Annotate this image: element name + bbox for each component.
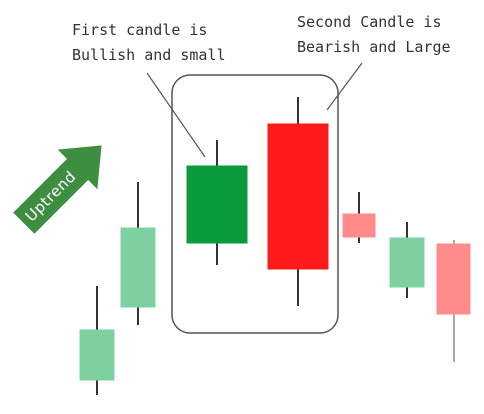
candle-c5 <box>342 192 376 243</box>
second-candle-annotation-line1: Second Candle is <box>297 13 442 31</box>
first-candle-annotation-line2: Bullish and small <box>72 46 226 64</box>
pattern-highlight-box <box>171 74 339 334</box>
second-candle-annotation: Second Candle is Bearish and Large <box>297 10 451 60</box>
second-candle-pointer <box>326 62 363 111</box>
candle-c7 <box>436 240 471 362</box>
candle-c4 <box>267 97 329 306</box>
candle-c7-body <box>436 243 471 315</box>
candle-c6 <box>389 222 425 298</box>
first-candle-pointer <box>146 72 206 158</box>
candle-c2 <box>120 182 156 325</box>
second-candle-annotation-line2: Bearish and Large <box>297 38 451 56</box>
first-candle-annotation: First candle is Bullish and small <box>72 18 226 68</box>
uptrend-arrow-shape <box>13 145 102 234</box>
uptrend-arrow: Uptrend <box>13 145 102 234</box>
first-candle-annotation-line1: First candle is <box>72 21 208 39</box>
candle-c5-body <box>342 213 376 238</box>
candle-c4-body <box>267 123 329 270</box>
candle-c1 <box>79 286 115 395</box>
candle-c6-body <box>389 237 425 288</box>
candle-c1-body <box>79 329 115 381</box>
candle-c3-body <box>186 165 248 244</box>
candle-c3 <box>186 140 248 265</box>
candle-c2-body <box>120 227 156 308</box>
